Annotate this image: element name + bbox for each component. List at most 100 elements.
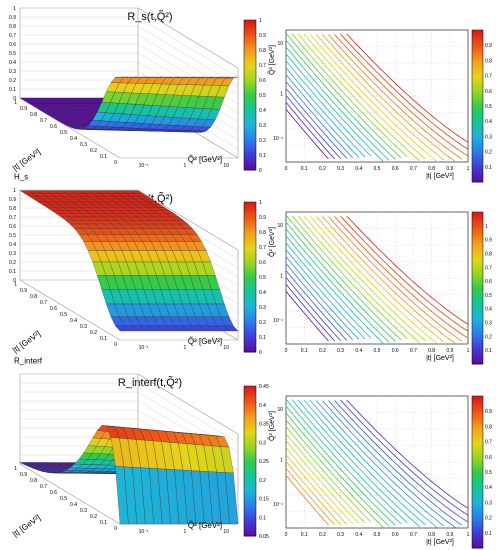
colorbar-tick-label: 0.3 <box>259 123 266 129</box>
contour-line <box>340 399 469 516</box>
y-axis-label: Q̃² [GeV²] <box>268 45 276 75</box>
z-axis-label: R_interf <box>14 357 43 366</box>
colorbar-swatch <box>472 511 483 516</box>
contour-line <box>285 88 347 159</box>
colorbar-swatch <box>244 152 256 156</box>
colorbar-swatch <box>244 413 256 417</box>
colorbar-tick-label: 0 <box>259 350 262 356</box>
x-tick-label: 0.4 <box>70 136 77 142</box>
colorbar-swatch <box>472 312 483 316</box>
contour-line <box>285 249 366 340</box>
colorbar-swatch <box>244 250 256 254</box>
colorbar-swatch <box>244 515 256 519</box>
colorbar-swatch <box>244 524 256 528</box>
x-tick-label: 0.1 <box>100 154 107 160</box>
colorbar-swatch <box>472 523 483 528</box>
colorbar-swatch <box>472 478 483 482</box>
z-tick-label: 0.6 <box>9 42 16 48</box>
colorbar-swatch <box>472 493 483 497</box>
colorbar-swatch <box>244 62 256 66</box>
x-tick-label: 0.1 <box>301 348 308 354</box>
colorbar-swatch <box>244 494 256 498</box>
colorbar-swatch <box>472 224 483 228</box>
x-tick-label: 0.8 <box>428 166 435 172</box>
colorbar-swatch <box>244 488 256 492</box>
colorbar-swatch <box>244 482 256 486</box>
colorbar-swatch <box>472 396 483 400</box>
y-tick-label: 10 <box>223 529 229 535</box>
colorbar-frame <box>243 201 257 353</box>
colorbar-swatch <box>244 104 256 108</box>
x-tick-label: 0.9 <box>446 532 453 538</box>
colorbar-swatch <box>244 41 256 45</box>
colorbar-swatch <box>244 470 256 474</box>
contour-line <box>346 33 469 143</box>
colorbar-swatch <box>472 535 483 540</box>
colorbar-frame <box>471 29 484 183</box>
contour-line <box>285 284 335 342</box>
x-tick-label: 0 <box>285 166 288 172</box>
frame-edge <box>137 7 239 69</box>
colorbar-swatch <box>472 145 483 150</box>
x-tick-label: 0 <box>114 160 117 166</box>
colorbar-swatch <box>244 530 256 534</box>
x-tick-label: 1 <box>467 166 470 172</box>
x-tick-label: 0.3 <box>337 532 344 538</box>
contour-line <box>297 33 420 161</box>
colorbar-swatch <box>244 310 256 314</box>
x-tick-label: 0.7 <box>410 532 417 538</box>
z-tick-label: 1 <box>13 188 16 194</box>
contour-line <box>328 216 463 342</box>
colorbar-tick-label: 0.8 <box>259 48 266 54</box>
colorbar-swatch <box>244 452 256 456</box>
colorbar-swatch <box>472 96 483 101</box>
contour-line <box>285 102 335 160</box>
x-tick-label: 0.5 <box>374 166 381 172</box>
colorbar-swatch <box>244 479 256 483</box>
colorbar-swatch <box>472 520 483 525</box>
y-tick-label: 10⁻¹ <box>139 345 149 351</box>
x-tick-label: 1 <box>14 282 17 288</box>
x-tick-label: 0.6 <box>392 532 399 538</box>
colorbar-tick-label: 0.05 <box>259 534 269 540</box>
x-tick-label: 0.7 <box>40 118 47 124</box>
colorbar-swatch <box>244 247 256 251</box>
colorbar-swatch <box>244 521 256 525</box>
y-tick-label: 10⁻¹ <box>273 136 283 142</box>
colorbar-tick-label: 0.8 <box>485 58 492 64</box>
y-axis-label: Q̃² [GeV²] <box>268 411 276 441</box>
colorbar-tick-label: 0.4 <box>259 290 266 296</box>
colorbar-tick-label: 0.25 <box>259 459 269 465</box>
colorbar-swatch <box>244 53 256 57</box>
colorbar-swatch <box>472 487 483 491</box>
contour-line <box>285 454 347 525</box>
colorbar-swatch <box>472 269 483 274</box>
colorbar-swatch <box>472 294 483 298</box>
colorbar-swatch <box>244 122 256 126</box>
colorbar-swatch <box>472 426 483 430</box>
contour-line <box>285 235 384 344</box>
x-axis-label: |t| [GeV²] <box>11 513 42 539</box>
colorbar-swatch <box>244 434 256 438</box>
x-tick-label: 1 <box>14 466 17 472</box>
colorbar-swatch <box>472 242 483 246</box>
colorbar-swatch <box>244 158 256 162</box>
colorbar-swatch <box>472 227 483 231</box>
colorbar-swatch <box>472 399 483 403</box>
colorbar-swatch <box>244 83 256 87</box>
y-tick-label: 1 <box>280 91 283 97</box>
x-tick-label: 0.8 <box>30 112 37 118</box>
z-tick-label: 0.5 <box>9 51 16 57</box>
colorbar-swatch <box>472 115 483 119</box>
colorbar-swatch <box>244 164 256 168</box>
colorbar-swatch <box>244 137 256 141</box>
colorbar-swatch <box>472 475 483 479</box>
x-tick-label: 0.3 <box>80 508 87 514</box>
colorbar-tick-label: 0.5 <box>485 470 492 476</box>
colorbar-tick-label: 0.1 <box>259 153 266 159</box>
x-tick-label: 1 <box>467 532 470 538</box>
colorbar-swatch <box>244 461 256 465</box>
colorbar-swatch <box>472 529 483 534</box>
x-tick-label: 0.7 <box>410 348 417 354</box>
colorbar-swatch <box>472 336 483 341</box>
